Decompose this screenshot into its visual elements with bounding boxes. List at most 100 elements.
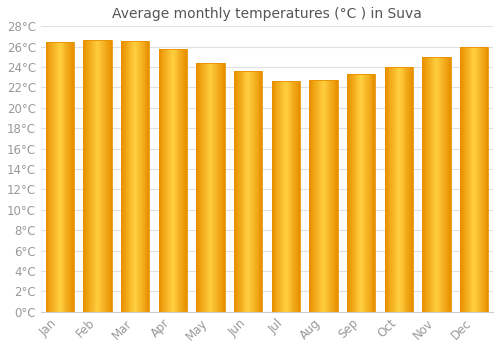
Bar <box>299 81 300 312</box>
Bar <box>199 63 200 312</box>
Bar <box>331 80 332 312</box>
Bar <box>429 57 430 312</box>
Bar <box>402 67 404 312</box>
Bar <box>98 40 100 312</box>
Bar <box>256 71 258 312</box>
Bar <box>430 57 431 312</box>
Bar <box>60 42 62 312</box>
Bar <box>182 49 183 312</box>
Bar <box>46 42 74 312</box>
Bar <box>326 80 328 312</box>
Bar <box>216 63 217 312</box>
Bar <box>281 81 282 312</box>
Bar <box>481 47 482 312</box>
Bar <box>284 81 285 312</box>
Bar <box>133 41 134 312</box>
Bar <box>468 47 469 312</box>
Bar <box>472 47 474 312</box>
Bar <box>312 80 313 312</box>
Bar <box>110 40 112 312</box>
Bar <box>484 47 486 312</box>
Bar <box>59 42 60 312</box>
Bar <box>443 57 444 312</box>
Bar <box>431 57 432 312</box>
Bar <box>196 63 198 312</box>
Bar <box>222 63 224 312</box>
Bar <box>480 47 481 312</box>
Bar <box>433 57 434 312</box>
Bar <box>86 40 87 312</box>
Bar <box>272 81 300 312</box>
Bar <box>399 67 400 312</box>
Bar <box>350 74 351 312</box>
Bar <box>134 41 135 312</box>
Bar <box>208 63 210 312</box>
Bar <box>366 74 367 312</box>
Bar <box>441 57 442 312</box>
Bar <box>285 81 286 312</box>
Bar <box>428 57 429 312</box>
Bar <box>318 80 319 312</box>
Bar <box>422 57 424 312</box>
Bar <box>246 71 247 312</box>
Bar <box>66 42 68 312</box>
Bar <box>411 67 412 312</box>
Bar <box>356 74 358 312</box>
Bar <box>482 47 484 312</box>
Bar <box>486 47 488 312</box>
Bar <box>198 63 199 312</box>
Bar <box>212 63 214 312</box>
Bar <box>347 74 376 312</box>
Bar <box>479 47 480 312</box>
Bar <box>294 81 296 312</box>
Bar <box>167 49 168 312</box>
Bar <box>236 71 237 312</box>
Bar <box>279 81 280 312</box>
Bar <box>162 49 164 312</box>
Bar <box>386 67 388 312</box>
Bar <box>251 71 252 312</box>
Bar <box>476 47 477 312</box>
Bar <box>104 40 105 312</box>
Bar <box>219 63 220 312</box>
Bar <box>404 67 406 312</box>
Bar <box>390 67 392 312</box>
Bar <box>52 42 53 312</box>
Bar <box>365 74 366 312</box>
Bar <box>170 49 171 312</box>
Bar <box>290 81 292 312</box>
Bar <box>367 74 368 312</box>
Bar <box>298 81 299 312</box>
Bar <box>313 80 314 312</box>
Bar <box>322 80 324 312</box>
Bar <box>140 41 141 312</box>
Bar <box>425 57 426 312</box>
Bar <box>84 40 112 312</box>
Bar <box>62 42 64 312</box>
Bar <box>463 47 464 312</box>
Bar <box>240 71 242 312</box>
Bar <box>184 49 185 312</box>
Bar <box>73 42 74 312</box>
Bar <box>272 81 274 312</box>
Bar <box>408 67 409 312</box>
Bar <box>100 40 101 312</box>
Bar <box>200 63 201 312</box>
Bar <box>56 42 57 312</box>
Bar <box>440 57 441 312</box>
Bar <box>445 57 446 312</box>
Bar <box>447 57 448 312</box>
Bar <box>139 41 140 312</box>
Bar <box>69 42 70 312</box>
Bar <box>320 80 322 312</box>
Bar <box>171 49 172 312</box>
Bar <box>160 49 162 312</box>
Bar <box>358 74 360 312</box>
Bar <box>123 41 124 312</box>
Bar <box>88 40 89 312</box>
Bar <box>393 67 394 312</box>
Bar <box>292 81 294 312</box>
Bar <box>247 71 248 312</box>
Bar <box>460 47 488 312</box>
Bar <box>368 74 370 312</box>
